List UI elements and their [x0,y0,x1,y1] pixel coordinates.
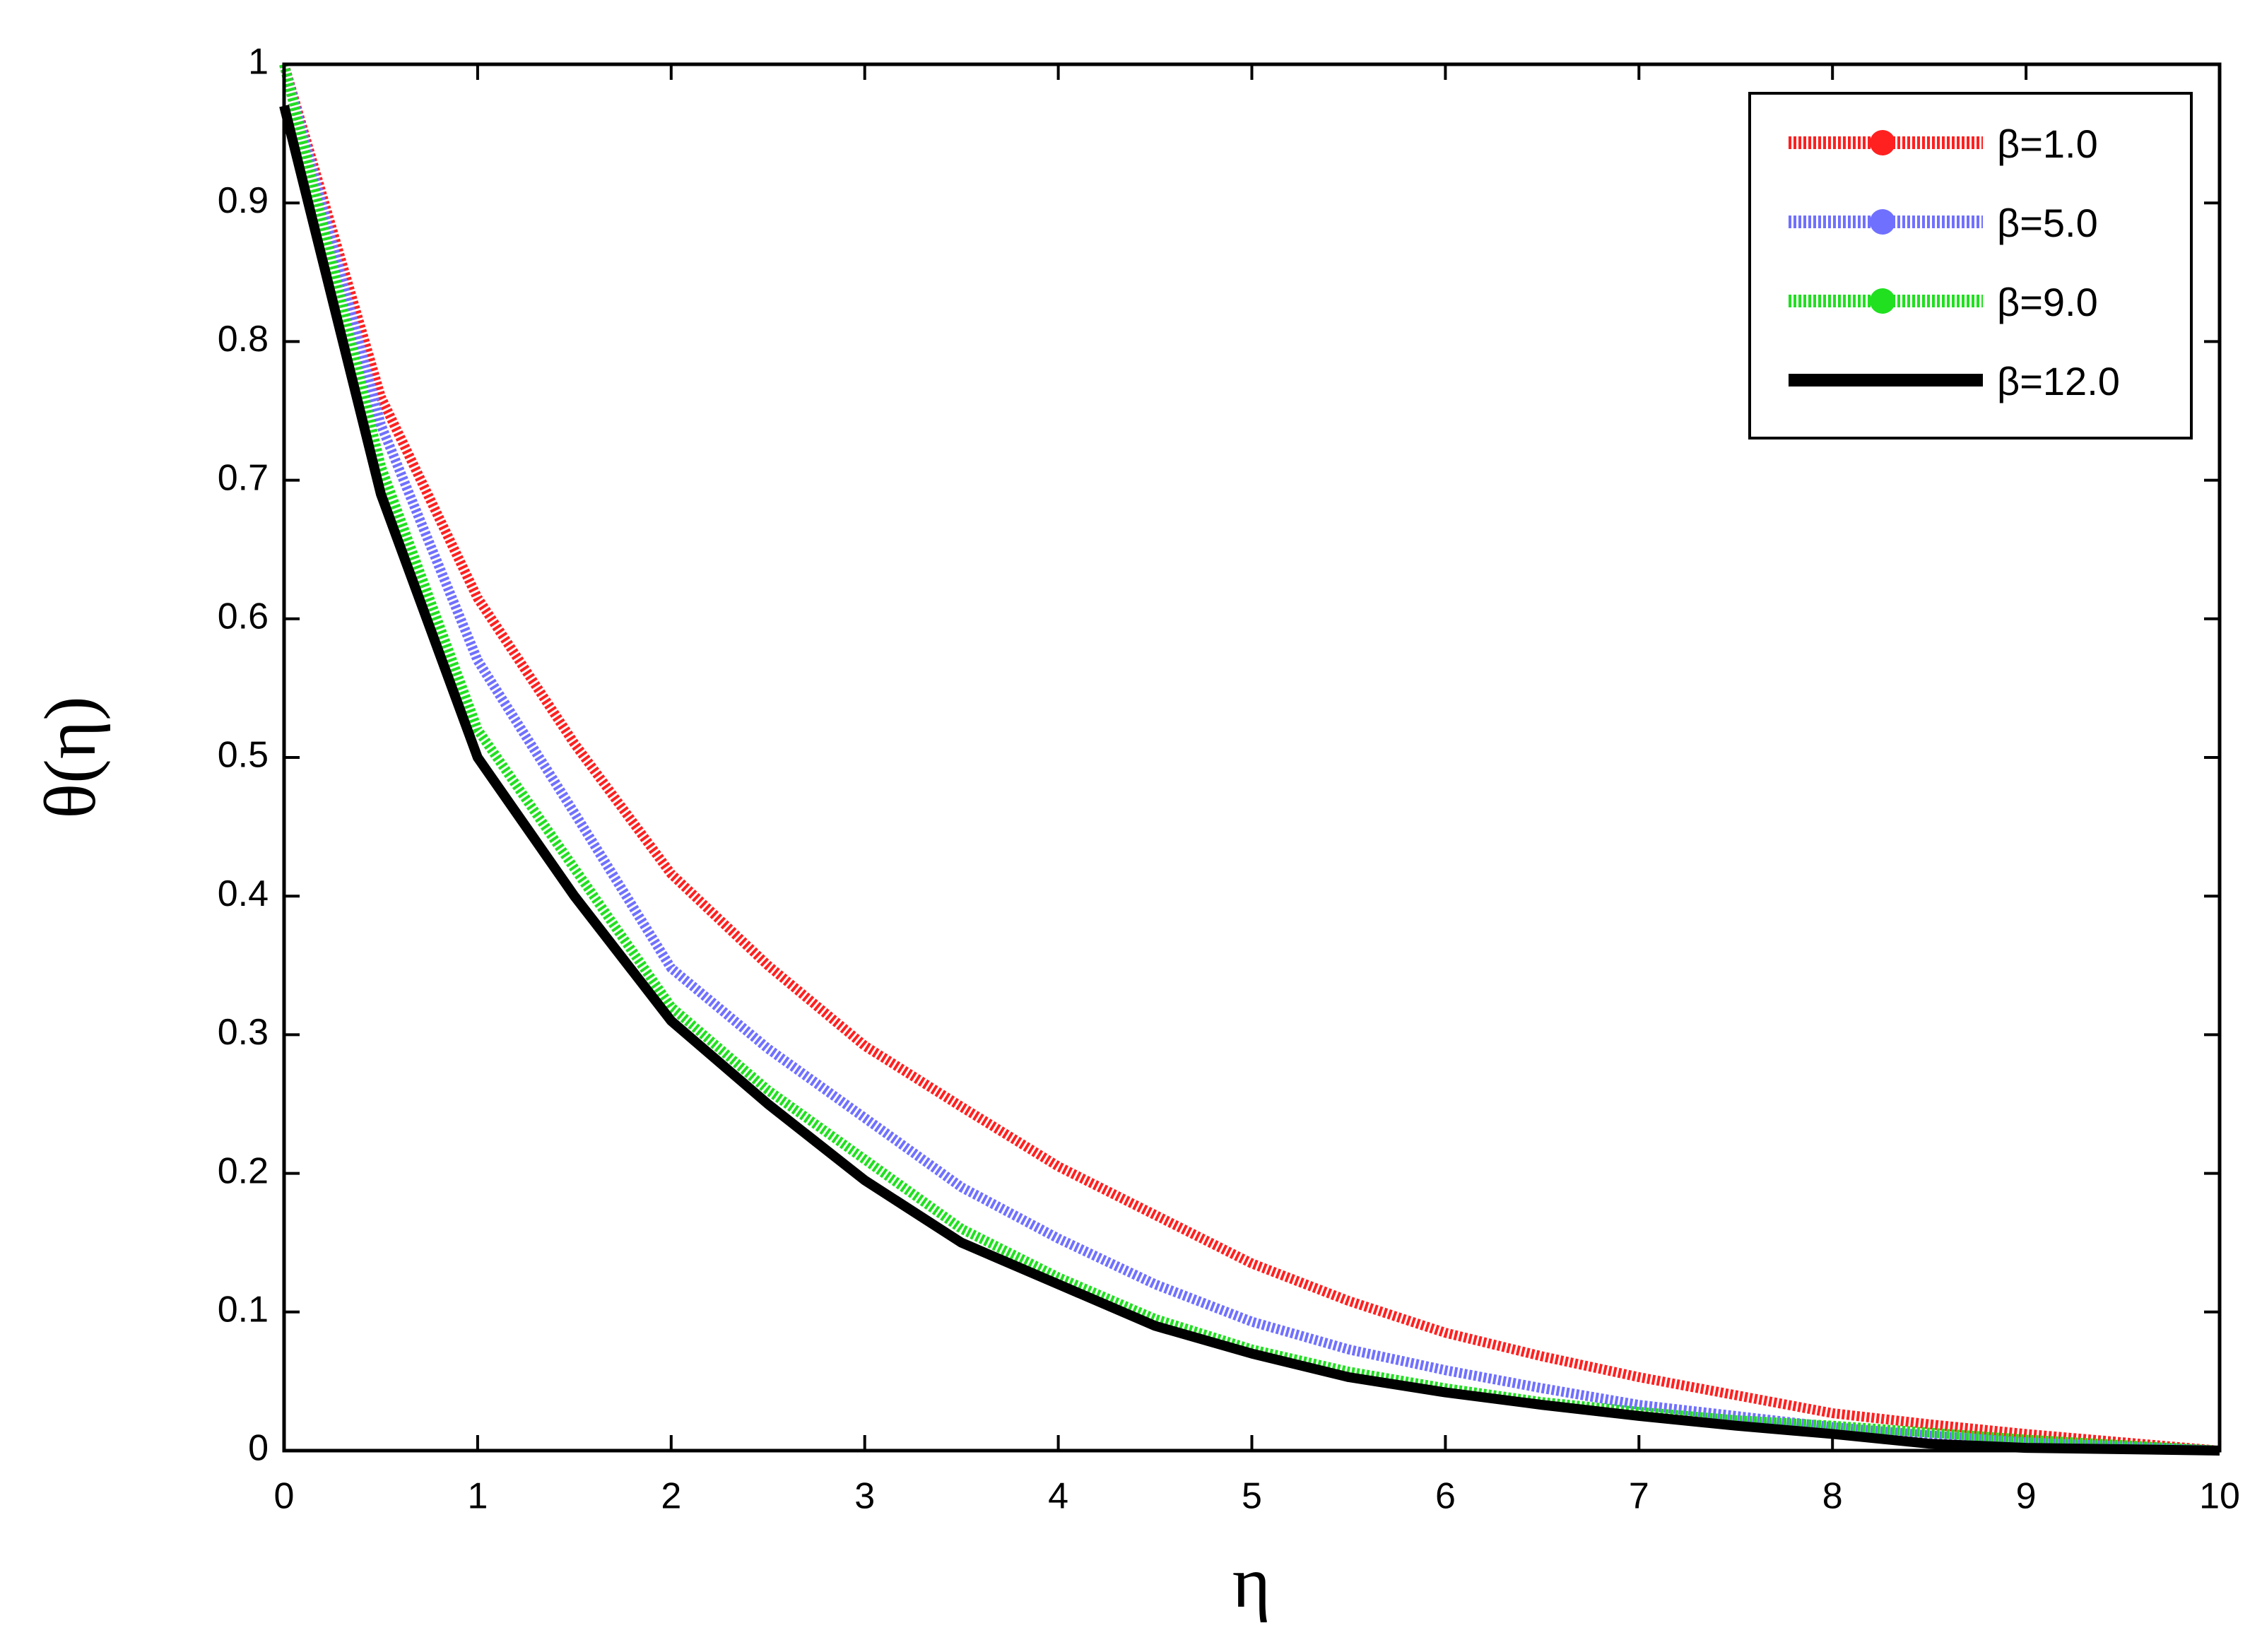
y-tick-label: 0 [248,1428,269,1469]
legend: β=1.0 β=5.0 β=9.0 β=12.0 [1748,92,2193,439]
x-tick-label: 7 [1629,1476,1649,1517]
y-tick-label: 0.1 [218,1290,269,1331]
x-tick-label: 9 [2016,1476,2037,1517]
x-tick-label: 5 [1242,1476,1262,1517]
x-tick-label: 6 [1435,1476,1456,1517]
x-tick-label: 8 [1822,1476,1843,1517]
y-tick-label: 1 [248,42,269,83]
legend-marker [1870,130,1895,155]
legend-label: β=5.0 [1997,201,2098,245]
y-axis-label: θ(η) [30,696,111,818]
x-tick-label: 0 [274,1476,295,1517]
y-tick-label: 0.8 [218,319,269,360]
x-axis-label: η [1232,1542,1271,1623]
line-series [279,63,2220,1456]
y-tick-label: 0.3 [218,1012,269,1053]
y-tick-label: 0.7 [218,457,269,498]
x-tick-label: 3 [854,1476,875,1517]
legend-label: β=1.0 [1997,122,2098,166]
line-series [279,105,2220,1456]
y-tick-label: 0.6 [218,596,269,637]
x-tick-label: 4 [1048,1476,1068,1517]
x-tick-label: 2 [661,1476,681,1517]
y-tick-label: 0.5 [218,735,269,776]
legend-marker [1870,288,1895,314]
legend-marker [1870,209,1895,235]
x-tick-label: 10 [2199,1476,2240,1517]
legend-label: β=9.0 [1997,280,2098,324]
y-tick-label: 0.2 [218,1150,269,1191]
plot-frame [282,62,2222,1453]
x-tick-label: 1 [467,1476,488,1517]
legend-label: β=12.0 [1997,359,2120,403]
y-tick-label: 0.4 [218,873,269,914]
y-tick-label: 0.9 [218,180,269,221]
